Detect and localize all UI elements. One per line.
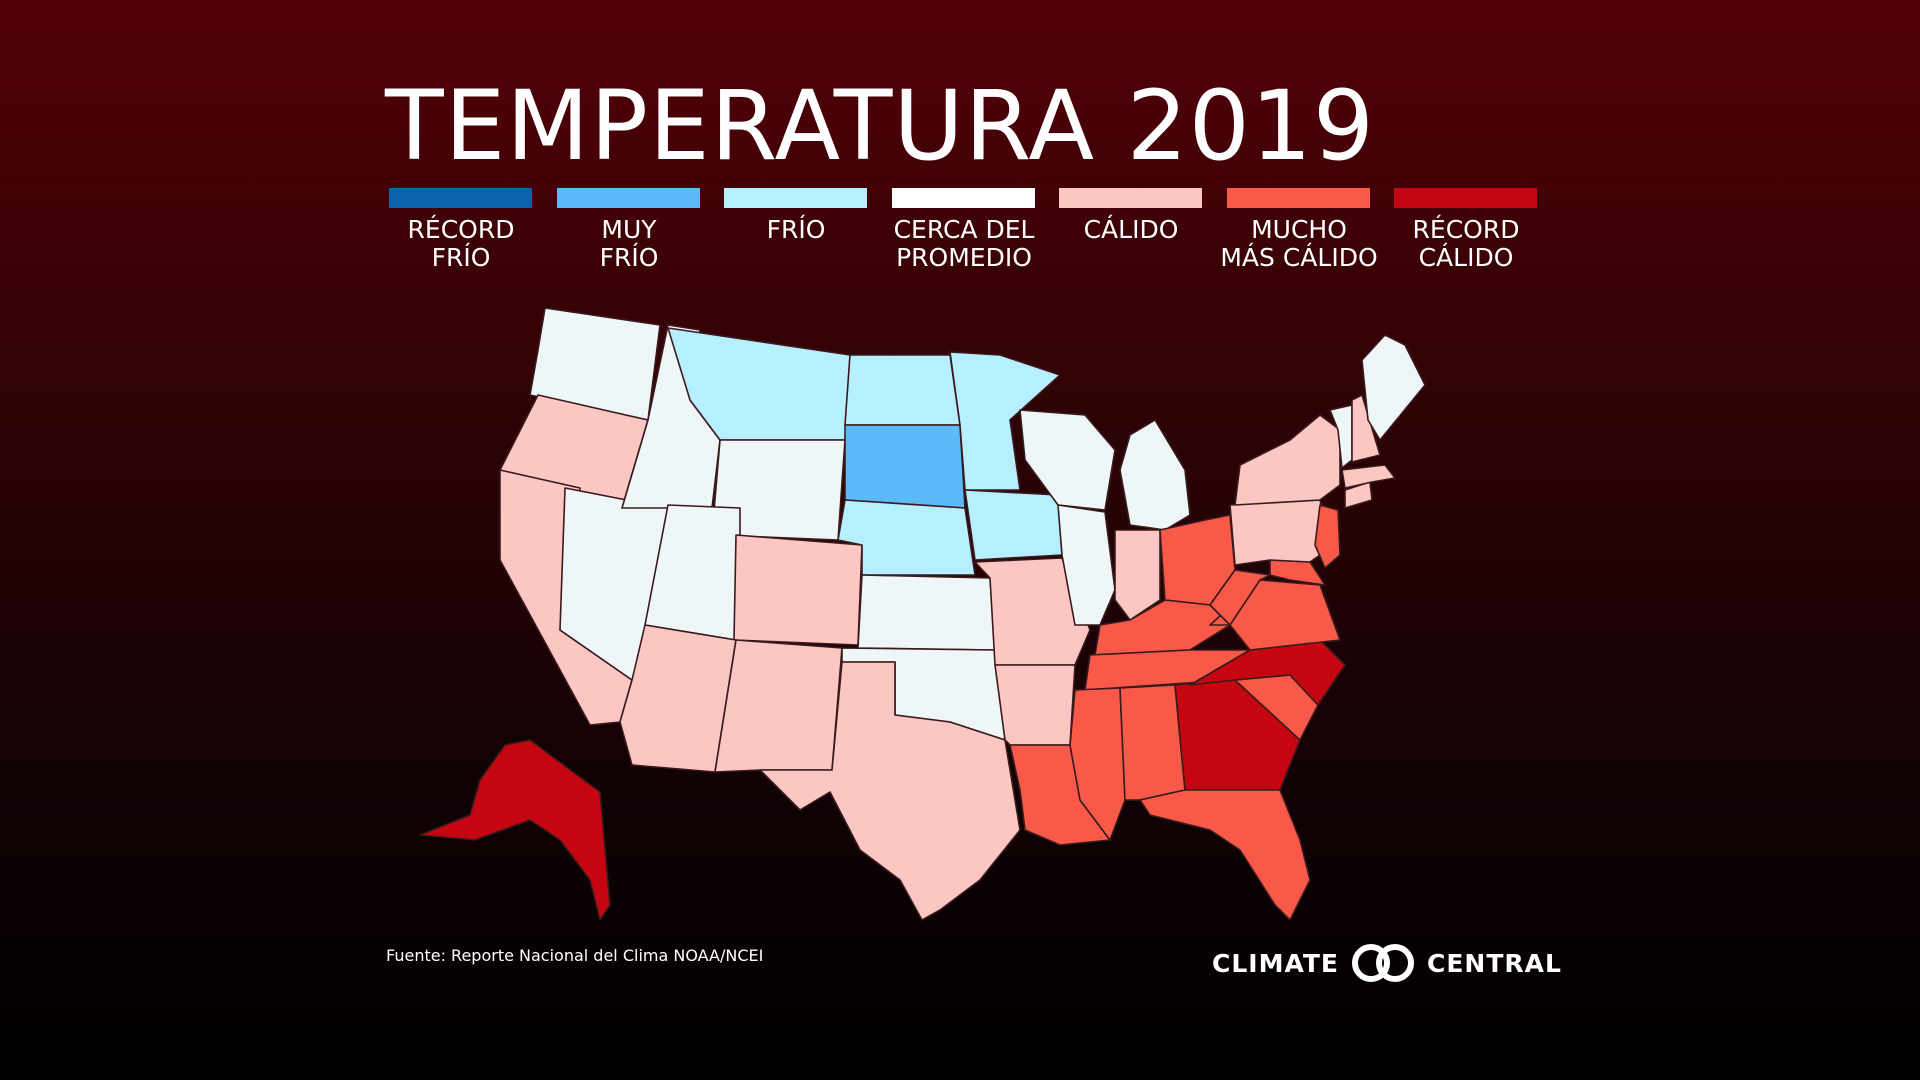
state-co [733, 534, 863, 646]
state-al [1119, 684, 1186, 801]
legend-label-near-average: CERCA DEL PROMEDIO [893, 215, 1035, 272]
state-tx [759, 661, 1021, 921]
legend-label-warm: CÁLIDO [1083, 215, 1179, 244]
legend-swatch-record-cold [389, 188, 532, 208]
state-ar [994, 664, 1076, 746]
state-nm [714, 639, 843, 773]
state-mn [949, 351, 1061, 491]
state-in [1114, 529, 1161, 621]
legend-label-much-warmer: MUCHO MÁS CÁLIDO [1220, 215, 1378, 272]
state-ma [1341, 464, 1396, 489]
state-pa [1229, 499, 1331, 566]
state-wv [1209, 569, 1271, 626]
state-me [1361, 334, 1426, 441]
climate-central-logo: CLIMATE CENTRAL [1212, 943, 1562, 983]
legend-label-very-cold: MUY FRÍO [599, 215, 659, 272]
brand-word-left: CLIMATE [1212, 948, 1339, 978]
legend-swatch-very-cold [557, 188, 700, 208]
legend-swatch-much-warmer [1227, 188, 1370, 208]
state-ks [857, 574, 996, 651]
legend-swatch-record-warm [1394, 188, 1537, 208]
state-vt [1329, 404, 1353, 469]
state-ky [1094, 599, 1231, 656]
state-ia [964, 489, 1063, 561]
legend-label-record-warm: RÉCORD CÁLIDO [1412, 215, 1520, 272]
legend-swatch-cold [724, 188, 867, 208]
state-mi [1119, 419, 1191, 531]
legend-label-record-cold: RÉCORD FRÍO [407, 215, 515, 272]
map-title: TEMPERATURA 2019 [385, 70, 1375, 182]
state-fl [1139, 789, 1311, 921]
state-ny [1234, 414, 1341, 506]
state-wi [1019, 409, 1116, 511]
legend-label-cold: FRÍO [766, 215, 826, 244]
state-sd [844, 424, 966, 509]
legend-swatch-warm [1059, 188, 1202, 208]
state-nh [1351, 394, 1381, 463]
state-nj [1314, 504, 1341, 569]
legend-swatch-near-average [892, 188, 1035, 208]
state-nd [844, 354, 961, 426]
source-note: Fuente: Reporte Nacional del Clima NOAA/… [386, 946, 764, 965]
brand-word-right: CENTRAL [1427, 948, 1562, 978]
linked-circles-icon [1352, 944, 1414, 982]
state-ak [419, 739, 611, 921]
